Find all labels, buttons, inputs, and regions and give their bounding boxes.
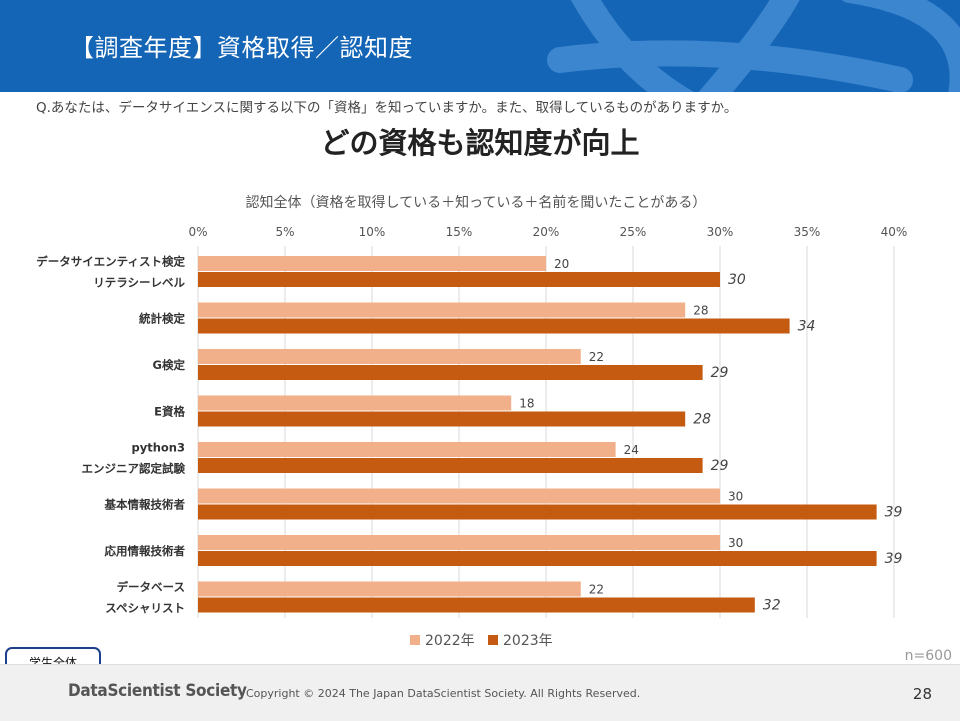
bar-2022 xyxy=(198,395,512,411)
bar-2023 xyxy=(198,458,703,473)
bar-2022 xyxy=(198,488,720,504)
category-label: スペシャリスト xyxy=(105,601,185,615)
copyright-text: Copyright © 2024 The Japan DataScientist… xyxy=(246,687,641,700)
data-label: 30 xyxy=(728,272,746,288)
category-label: リテラシーレベル xyxy=(93,276,185,290)
category-label: 基本情報技術者 xyxy=(104,498,186,512)
category-label: 統計検定 xyxy=(139,312,185,326)
bar-2023 xyxy=(198,411,686,427)
legend-label: 2022年 xyxy=(425,633,475,649)
x-tick-label: 20% xyxy=(533,225,560,239)
company-logo: DataScientist Society xyxy=(68,681,247,701)
headline: どの資格も認知度が向上 xyxy=(320,126,640,160)
bar-2022 xyxy=(198,349,581,364)
x-tick-label: 40% xyxy=(881,225,908,239)
data-label: 24 xyxy=(624,443,639,457)
header-banner: 【調査年度】資格取得／認知度 xyxy=(0,0,960,92)
x-tick-label: 5% xyxy=(275,225,294,239)
bar-chart: 認知全体（資格を取得している＋知っている＋名前を聞いたことがある） 0% 5% 10%… xyxy=(36,194,908,649)
x-tick-label: 35% xyxy=(794,225,821,239)
data-label: 30 xyxy=(728,490,743,504)
legend-label: 2023年 xyxy=(503,633,553,649)
bar-2023 xyxy=(198,272,720,287)
page-title: 【調査年度】資格取得／認知度 xyxy=(70,34,413,62)
x-tick-label: 15% xyxy=(446,225,473,239)
data-label: 22 xyxy=(589,350,604,364)
data-label: 34 xyxy=(798,319,816,335)
category-label: G検定 xyxy=(153,358,186,372)
data-label: 22 xyxy=(589,583,604,597)
data-label: 32 xyxy=(763,598,781,614)
legend-swatch xyxy=(488,635,498,645)
bar-2022 xyxy=(198,256,546,271)
data-label: 30 xyxy=(728,536,743,550)
x-tick-label: 30% xyxy=(707,225,734,239)
category-label: E資格 xyxy=(154,405,185,419)
data-label: 20 xyxy=(554,257,569,271)
category-label: python3 xyxy=(131,441,185,455)
data-label: 28 xyxy=(693,304,708,318)
legend-swatch xyxy=(410,635,420,645)
data-label: 29 xyxy=(711,365,729,381)
category-label: エンジニア認定試験 xyxy=(82,462,186,476)
survey-question: Q.あなたは、データサイエンスに関する以下の「資格」を知っていますか。また、取得… xyxy=(36,100,738,116)
footer: DataScientist Society Copyright © 2024 T… xyxy=(0,664,960,721)
bar-2022 xyxy=(198,302,686,318)
bar-2022 xyxy=(198,442,616,457)
data-label: 28 xyxy=(693,412,711,428)
data-label: 39 xyxy=(885,551,903,567)
bar-2023 xyxy=(198,318,790,334)
category-label: データサイエンティスト検定 xyxy=(36,255,185,269)
bar-2022 xyxy=(198,535,720,550)
x-tick-label: 0% xyxy=(188,225,207,239)
bar-2023 xyxy=(198,504,877,520)
bar-2023 xyxy=(198,597,755,613)
x-tick-label: 10% xyxy=(359,225,386,239)
sample-size: n=600 xyxy=(904,648,952,664)
chart-title: 認知全体（資格を取得している＋知っている＋名前を聞いたことがある） xyxy=(246,194,707,211)
x-tick-label: 25% xyxy=(620,225,647,239)
category-label: データベース xyxy=(117,580,185,594)
data-label: 39 xyxy=(885,505,903,521)
data-label: 29 xyxy=(711,458,729,474)
bar-2022 xyxy=(198,581,581,597)
decorative-swirl-icon xyxy=(547,0,960,92)
bar-2023 xyxy=(198,551,877,566)
data-label: 18 xyxy=(519,397,534,411)
bar-2023 xyxy=(198,365,703,380)
page-number: 28 xyxy=(912,685,932,703)
category-label: 応用情報技術者 xyxy=(105,544,186,558)
